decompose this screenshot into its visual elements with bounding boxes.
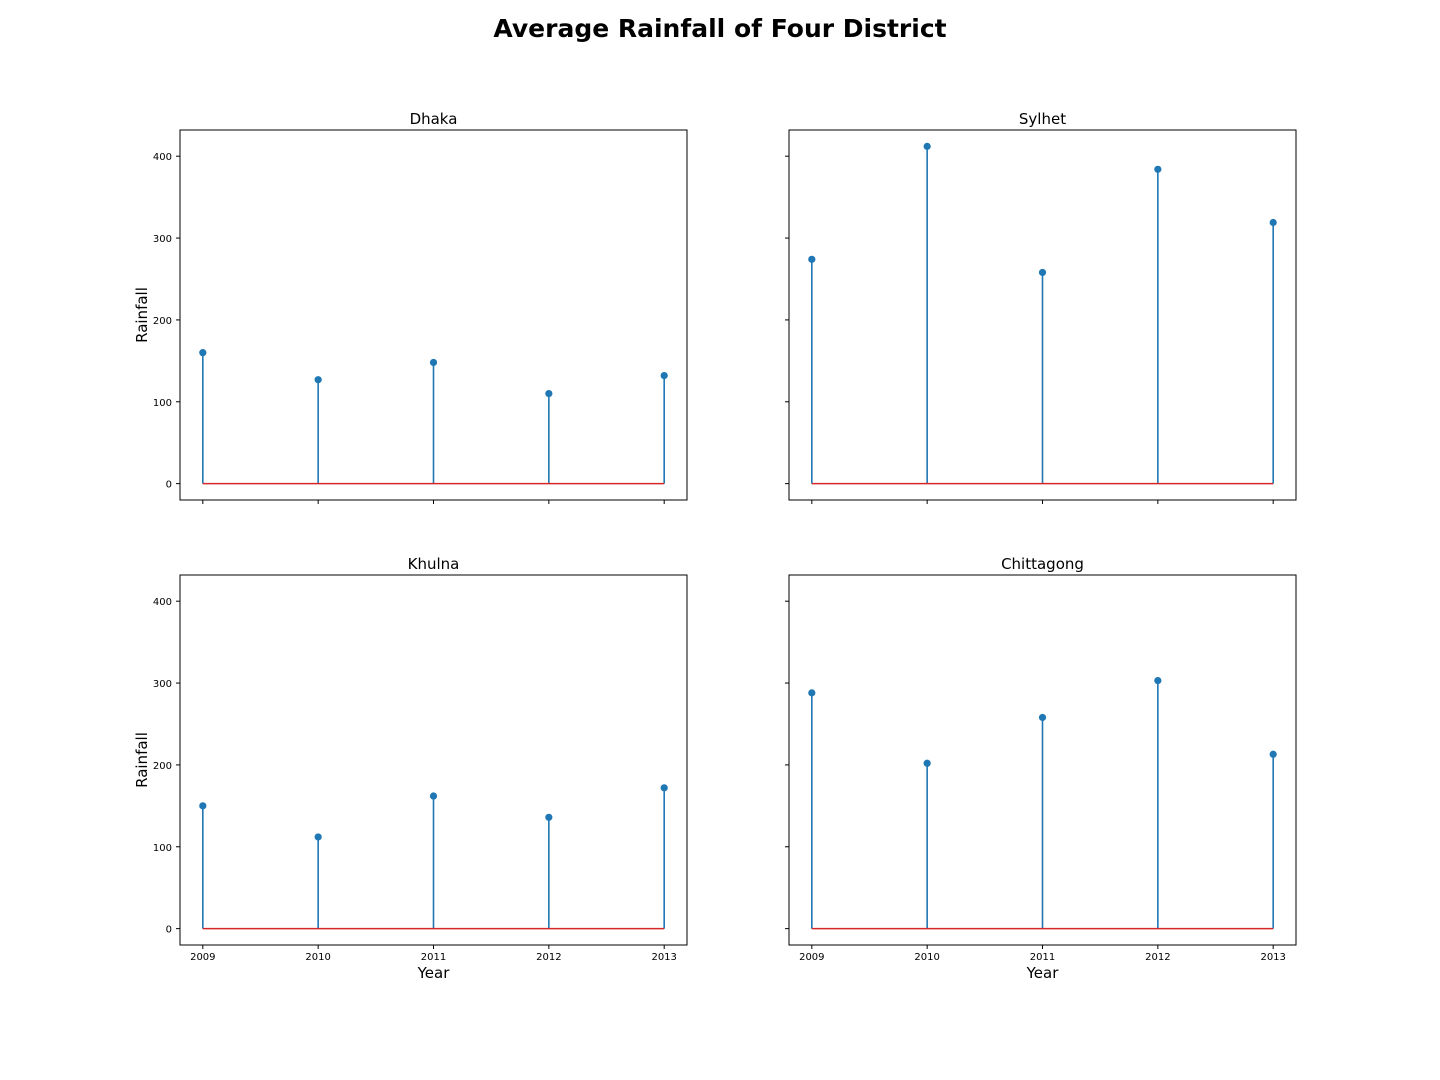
- stem-marker: [545, 389, 553, 398]
- x-axis-label: Year: [417, 964, 451, 982]
- y-tick-label: 0: [166, 925, 172, 936]
- subplot-dhaka: Dhaka 0 100 200 300 400 Rainfall: [133, 110, 688, 504]
- subplot-chittagong: Chittagong 2009 2010 2011 2012 2013 Year: [785, 555, 1297, 982]
- x-tick-label: 2009: [799, 952, 824, 963]
- x-tick-label: 2009: [190, 952, 215, 963]
- y-tick-label: 300: [153, 234, 172, 245]
- stem-marker: [1154, 165, 1162, 173]
- y-tick-label: 200: [153, 761, 172, 772]
- x-tick-label: 2012: [536, 952, 561, 963]
- y-tick-label: 100: [153, 398, 172, 409]
- figure-title: Average Rainfall of Four District: [493, 14, 947, 43]
- stem-marker: [199, 802, 207, 810]
- subplot-khulna: Khulna 0 100 200 300 400 2009 2010 2011 2012 2013 R…: [133, 555, 688, 982]
- y-axis-label: Rainfall: [133, 287, 151, 343]
- x-axis-label: Year: [1026, 964, 1060, 982]
- stem-marker: [1269, 218, 1277, 227]
- stem-marker: [1154, 676, 1162, 685]
- stem-marker: [808, 255, 816, 263]
- subplot-sylhet: Sylhet: [785, 110, 1297, 504]
- subplot-title: Chittagong: [1001, 555, 1084, 573]
- x-tick-label: 2013: [1260, 952, 1285, 963]
- y-tick-label: 0: [166, 480, 172, 491]
- y-tick-label: 300: [153, 679, 172, 690]
- x-tick-label: 2013: [651, 952, 676, 963]
- x-tick-label: 2011: [1030, 952, 1055, 963]
- y-tick-label: 200: [153, 316, 172, 327]
- y-tick-label: 400: [153, 152, 172, 163]
- stem-marker: [923, 759, 931, 767]
- x-tick-label: 2012: [1145, 952, 1170, 963]
- x-tick-label: 2010: [305, 952, 330, 963]
- x-tick-label: 2010: [914, 952, 939, 963]
- y-axis-label: Rainfall: [133, 732, 151, 788]
- y-tick-label: 400: [153, 597, 172, 608]
- stem-marker: [199, 349, 207, 357]
- subplot-title: Sylhet: [1019, 110, 1066, 128]
- stem-marker: [1269, 750, 1277, 758]
- stem-marker: [314, 833, 322, 841]
- stem-marker: [923, 142, 931, 150]
- subplot-title: Khulna: [408, 555, 460, 573]
- stem-marker: [808, 689, 816, 697]
- stem-marker: [429, 792, 438, 800]
- stem-marker: [429, 358, 438, 367]
- stem-marker: [1038, 713, 1047, 722]
- stem-marker: [545, 813, 553, 821]
- x-tick-label: 2011: [421, 952, 446, 963]
- stem-marker: [660, 784, 668, 792]
- y-tick-label: 100: [153, 843, 172, 854]
- stem-marker: [660, 371, 668, 380]
- stem-marker: [1038, 268, 1047, 277]
- subplot-title: Dhaka: [410, 110, 458, 128]
- stem-marker: [314, 376, 322, 384]
